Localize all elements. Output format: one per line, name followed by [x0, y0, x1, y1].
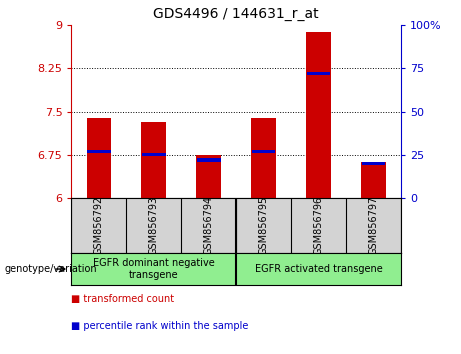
- Bar: [197, 159, 220, 162]
- Text: GSM856792: GSM856792: [94, 196, 104, 255]
- Bar: [87, 150, 111, 153]
- Text: GSM856797: GSM856797: [369, 196, 378, 255]
- Bar: [87, 119, 111, 198]
- Text: GSM856793: GSM856793: [149, 196, 159, 255]
- Title: GDS4496 / 144631_r_at: GDS4496 / 144631_r_at: [154, 7, 319, 21]
- Text: GSM856795: GSM856795: [259, 196, 269, 255]
- Bar: [361, 162, 386, 198]
- Bar: [251, 119, 276, 198]
- Bar: [306, 32, 331, 198]
- Bar: [252, 150, 276, 153]
- Text: ■ transformed count: ■ transformed count: [71, 294, 175, 304]
- Bar: [362, 162, 385, 165]
- Bar: [142, 153, 165, 156]
- Text: ■ percentile rank within the sample: ■ percentile rank within the sample: [71, 321, 249, 331]
- Text: EGFR dominant negative
transgene: EGFR dominant negative transgene: [93, 258, 215, 280]
- Text: GSM856796: GSM856796: [313, 196, 324, 255]
- Text: genotype/variation: genotype/variation: [5, 264, 97, 274]
- Bar: [196, 155, 221, 198]
- Bar: [307, 72, 331, 75]
- Bar: [142, 122, 166, 198]
- Text: GSM856794: GSM856794: [204, 196, 214, 255]
- Text: EGFR activated transgene: EGFR activated transgene: [255, 264, 383, 274]
